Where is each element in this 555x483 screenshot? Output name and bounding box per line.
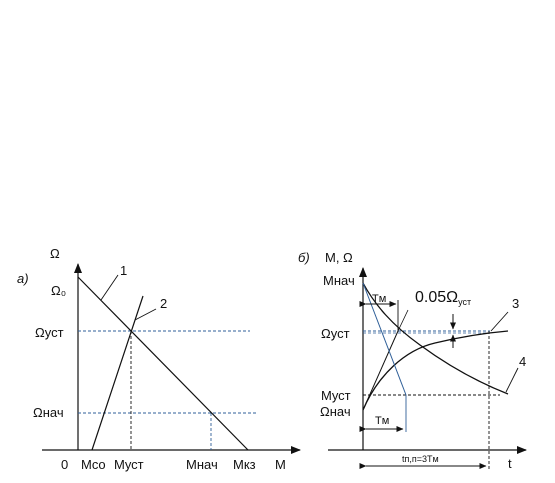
tm-top-label: Tм <box>372 293 386 305</box>
curve-1-label: 1 <box>120 263 127 278</box>
left-tick-omega-nach: Ωнач <box>33 405 64 420</box>
curve-4-label: 4 <box>519 354 526 369</box>
curve-3-leader <box>490 311 509 332</box>
curve-2 <box>91 295 144 451</box>
right-tick-omega-ust: Ωуст <box>321 326 350 341</box>
right-panel: б) M, Ω t Tм Tм 0.05Ωуст tп,п=3Tм <box>298 250 527 471</box>
right-x-axis-label: t <box>508 456 512 471</box>
left-tick-mnach: Mнач <box>186 457 218 472</box>
left-x-axis-label: M <box>275 457 286 472</box>
tolerance-sub: уст <box>458 297 471 307</box>
left-tick-omega0: Ω₀ <box>51 283 66 298</box>
left-tick-zero: 0 <box>61 457 68 472</box>
left-tick-omega-ust: Ωуст <box>35 325 64 340</box>
left-tick-mco: Mco <box>81 457 106 472</box>
curve-3 <box>362 330 509 411</box>
curve-1-leader <box>100 274 119 301</box>
left-panel: а) Ω M 1 2 Ω₀ Ωуст Ωнач 0 Mco Mуст Mнач … <box>17 246 301 472</box>
tp-label: tп,п=3Tм <box>402 454 439 464</box>
left-panel-label: а) <box>17 271 29 286</box>
right-y-axis-label: M, Ω <box>325 250 353 265</box>
right-tick-mnach: Mнач <box>323 273 355 288</box>
right-tick-omega-nach: Ωнач <box>320 404 351 419</box>
curve-1 <box>77 276 249 451</box>
left-tick-mkz: Mкз <box>233 457 256 472</box>
right-panel-label: б) <box>298 250 310 265</box>
left-tick-must: Mуст <box>114 457 144 472</box>
tangent-speed-extension <box>397 309 409 332</box>
left-y-axis-label: Ω <box>50 246 60 261</box>
curve-2-label: 2 <box>160 296 167 311</box>
tm-bottom-label: Tм <box>375 415 389 427</box>
curve-3-label: 3 <box>512 296 519 311</box>
curve-2-leader <box>134 308 157 321</box>
tolerance-label: 0.05Ωуст <box>415 289 471 307</box>
right-tick-must: Mуст <box>321 388 351 403</box>
tolerance-main: 0.05Ω <box>415 289 458 306</box>
curve-4-leader <box>505 367 519 393</box>
tangent-speed <box>362 330 399 411</box>
